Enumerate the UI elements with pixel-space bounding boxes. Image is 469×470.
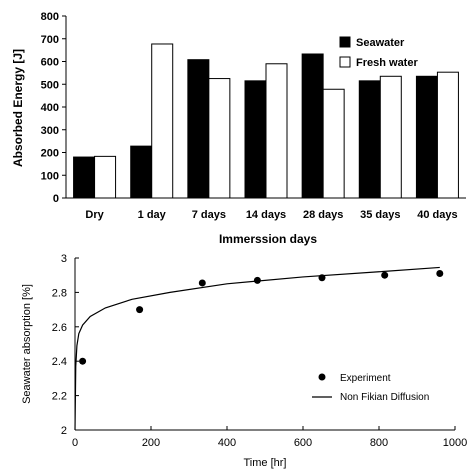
bar-y-tick-label: 100	[41, 170, 59, 182]
bar-x-tick-label: 14 days	[246, 209, 286, 221]
non-fikian-diffusion-curve	[74, 266, 440, 431]
legend-label-non-fikian: Non Fikian Diffusion	[340, 392, 429, 403]
abs-x-axis-label: Time [hr]	[244, 457, 287, 469]
bar-y-tick-label: 400	[41, 102, 59, 114]
abs-legend: Experiment Non Fikian Diffusion	[312, 373, 429, 403]
bar-fresh-water-6	[436, 71, 459, 199]
bar-seawater-6	[415, 75, 438, 199]
experiment-point	[318, 274, 326, 282]
bar-fresh-water-1	[151, 43, 174, 199]
absorption-chart: 2 2.2 2.4 2.6 2.8 3 0 200 400 600 800 1000 Seawate…	[21, 253, 467, 469]
abs-x-tick-label: 800	[370, 437, 388, 449]
bar-fresh-water-0	[94, 155, 117, 199]
abs-y-tick-label: 2.8	[52, 287, 67, 299]
bar-legend: Seawater Fresh water	[339, 36, 418, 69]
bar-fresh-water-5	[379, 75, 402, 199]
bar-seawater-1	[130, 145, 153, 199]
bar-y-tick-label: 500	[41, 79, 59, 91]
bar-seawater-0	[73, 156, 96, 199]
abs-x-tick-label: 0	[72, 437, 78, 449]
experiment-point	[436, 269, 444, 277]
experiment-point	[253, 276, 261, 284]
abs-y-tick-label: 3	[61, 253, 67, 265]
bar-x-tick-label: 1 day	[138, 209, 167, 221]
abs-y-tick-label: 2.4	[52, 356, 67, 368]
bar-fresh-water-4	[322, 88, 345, 199]
abs-y-axis-label: Seawater absorption [%]	[21, 284, 33, 404]
bar-x-tick-label: 7 days	[192, 209, 226, 221]
experiment-point	[198, 279, 206, 287]
bar-y-tick-label: 300	[41, 125, 59, 137]
abs-x-tick-label: 1000	[443, 437, 467, 449]
bar-y-tick-label: 600	[41, 57, 59, 69]
bar-seawater-2	[187, 59, 210, 199]
abs-x-tick-label: 200	[142, 437, 160, 449]
bar-chart: 0 100 200 300 400 500 600 700 800 Dry 1 day 7 days…	[11, 11, 466, 246]
bar-seawater-4	[301, 53, 324, 199]
bar-fresh-water-3	[265, 63, 288, 199]
bar-x-tick-label: Dry	[85, 209, 104, 221]
abs-y-tick-label: 2	[61, 425, 67, 437]
bar-x-axis-label: Immerssion days	[219, 232, 317, 246]
bar-seawater-3	[244, 80, 267, 199]
abs-x-tick-label: 600	[294, 437, 312, 449]
legend-label-seawater: Seawater	[356, 37, 405, 49]
bar-y-tick-label: 700	[41, 34, 59, 46]
bar-x-tick-label: 35 days	[360, 209, 400, 221]
legend-label-fresh-water: Fresh water	[356, 57, 418, 69]
legend-label-experiment: Experiment	[340, 373, 391, 384]
bar-y-tick-label: 200	[41, 148, 59, 160]
bar-x-tick-label: 28 days	[303, 209, 343, 221]
bar-y-tick-label: 800	[41, 11, 59, 23]
experiment-point	[381, 271, 389, 279]
legend-swatch-seawater	[339, 36, 351, 48]
experiment-point	[136, 306, 144, 314]
bar-fresh-water-2	[208, 78, 231, 199]
bar-x-tick-label: 40 days	[417, 209, 457, 221]
abs-x-tick-label: 400	[218, 437, 236, 449]
legend-swatch-fresh-water	[339, 56, 351, 68]
bar-y-tick-label: 0	[53, 193, 59, 205]
bar-seawater-5	[358, 80, 381, 199]
abs-y-tick-label: 2.6	[52, 322, 67, 334]
bar-y-axis-label: Absorbed Energy [J]	[11, 49, 25, 167]
legend-marker-experiment	[318, 373, 326, 381]
abs-y-tick-label: 2.2	[52, 391, 67, 403]
experiment-point	[79, 357, 87, 365]
